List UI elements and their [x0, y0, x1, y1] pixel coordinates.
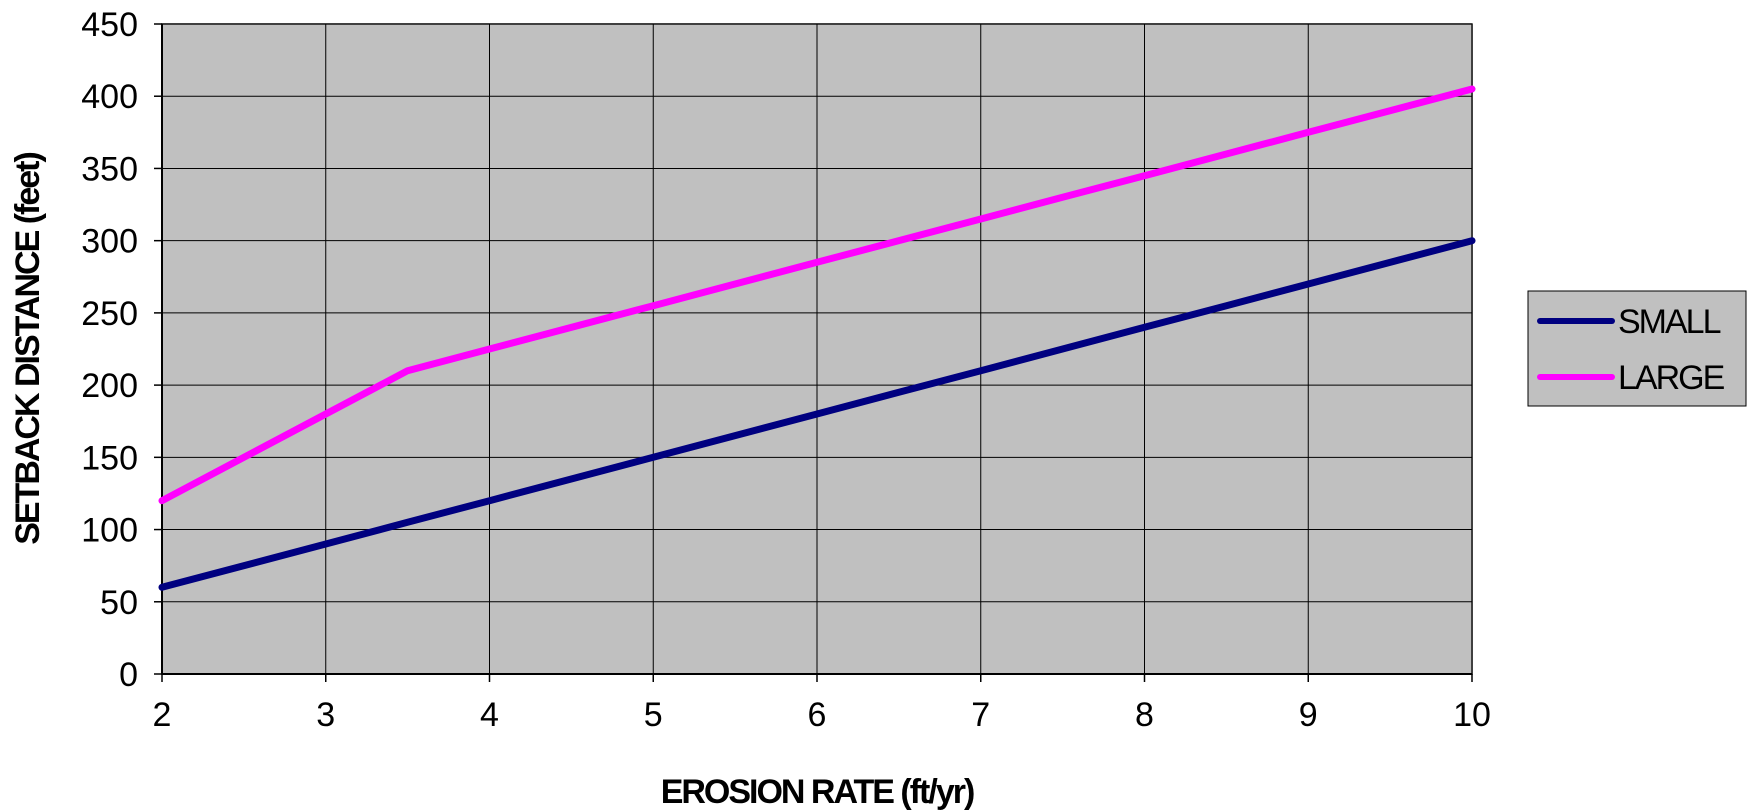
y-tick-label: 200 [81, 367, 138, 405]
series-line-small [158, 237, 1476, 591]
y-tick-label: 300 [81, 223, 138, 261]
y-axis-title: SETBACK DISTANCE (feet) [9, 153, 47, 545]
x-tick-label: 7 [971, 696, 990, 734]
legend: SMALL LARGE [1527, 290, 1747, 407]
x-axis-title: EROSION RATE (ft/yr) [661, 773, 974, 810]
series-line-large [158, 85, 1476, 505]
series-lines [158, 85, 1476, 591]
x-tick-label: 3 [316, 696, 335, 734]
tick-labels: 0 50 100 150 200 250 300 350 400 450 2 3 4 5 6 7 8 9 10 [81, 6, 1491, 734]
legend-label-small: SMALL [1618, 303, 1721, 341]
x-tick-label: 10 [1453, 696, 1491, 734]
y-tick-label: 350 [81, 150, 138, 188]
y-tick-label: 250 [81, 295, 138, 333]
legend-box [1527, 290, 1747, 407]
y-tick-label: 0 [119, 656, 138, 694]
y-tick-label: 150 [81, 439, 138, 477]
y-tick-label: 50 [100, 584, 138, 622]
y-tick-label: 450 [81, 6, 138, 44]
x-tick-label: 6 [808, 696, 827, 734]
y-tick-label: 400 [81, 78, 138, 116]
x-tick-label: 2 [153, 696, 172, 734]
y-tick-label: 100 [81, 512, 138, 550]
axes [154, 23, 1473, 682]
x-tick-label: 9 [1299, 696, 1318, 734]
x-tick-label: 8 [1135, 696, 1154, 734]
x-tick-label: 4 [480, 696, 499, 734]
x-tick-label: 5 [644, 696, 663, 734]
legend-label-large: LARGE [1618, 359, 1725, 397]
